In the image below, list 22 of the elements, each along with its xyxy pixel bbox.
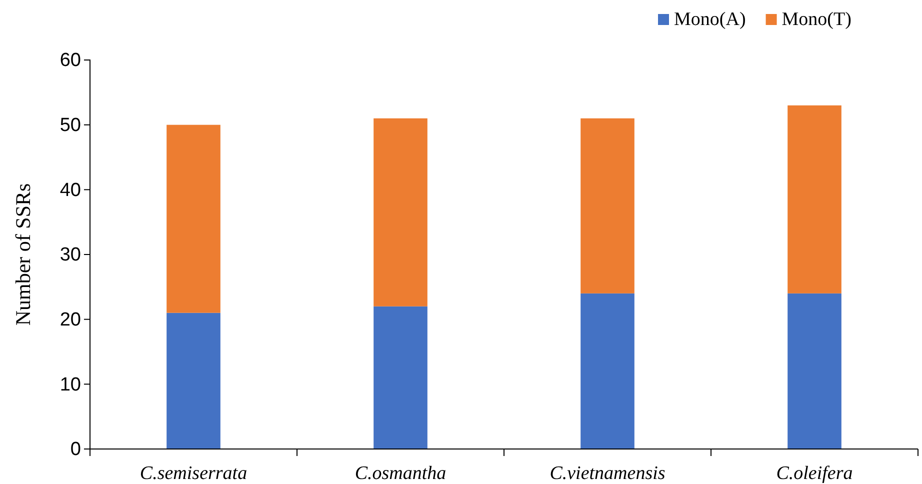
- x-tick-label: C.osmantha: [354, 463, 446, 484]
- bar: [580, 293, 634, 449]
- bar: [580, 118, 634, 294]
- bar: [374, 118, 428, 306]
- y-tick-label: 40: [60, 180, 81, 201]
- y-tick-label: 0: [70, 439, 81, 460]
- bar: [374, 306, 428, 449]
- x-tick-label: C.oleifera: [776, 463, 853, 484]
- x-tick-label: C.semiserrata: [140, 463, 248, 484]
- legend-label: Mono(T): [782, 9, 852, 30]
- bar: [788, 105, 842, 294]
- y-tick-label: 50: [60, 114, 81, 136]
- y-tick-label: 20: [60, 309, 81, 330]
- y-tick-label: 60: [60, 50, 81, 72]
- y-tick-label: 10: [60, 374, 81, 396]
- bar: [788, 293, 842, 449]
- legend-label: Mono(A): [674, 9, 746, 30]
- y-tick-label: 30: [60, 244, 81, 266]
- x-tick-label: C.vietnamensis: [550, 463, 666, 484]
- bar: [166, 124, 220, 313]
- bar: [166, 312, 220, 449]
- y-axis-title: Number of SSRs: [11, 183, 35, 326]
